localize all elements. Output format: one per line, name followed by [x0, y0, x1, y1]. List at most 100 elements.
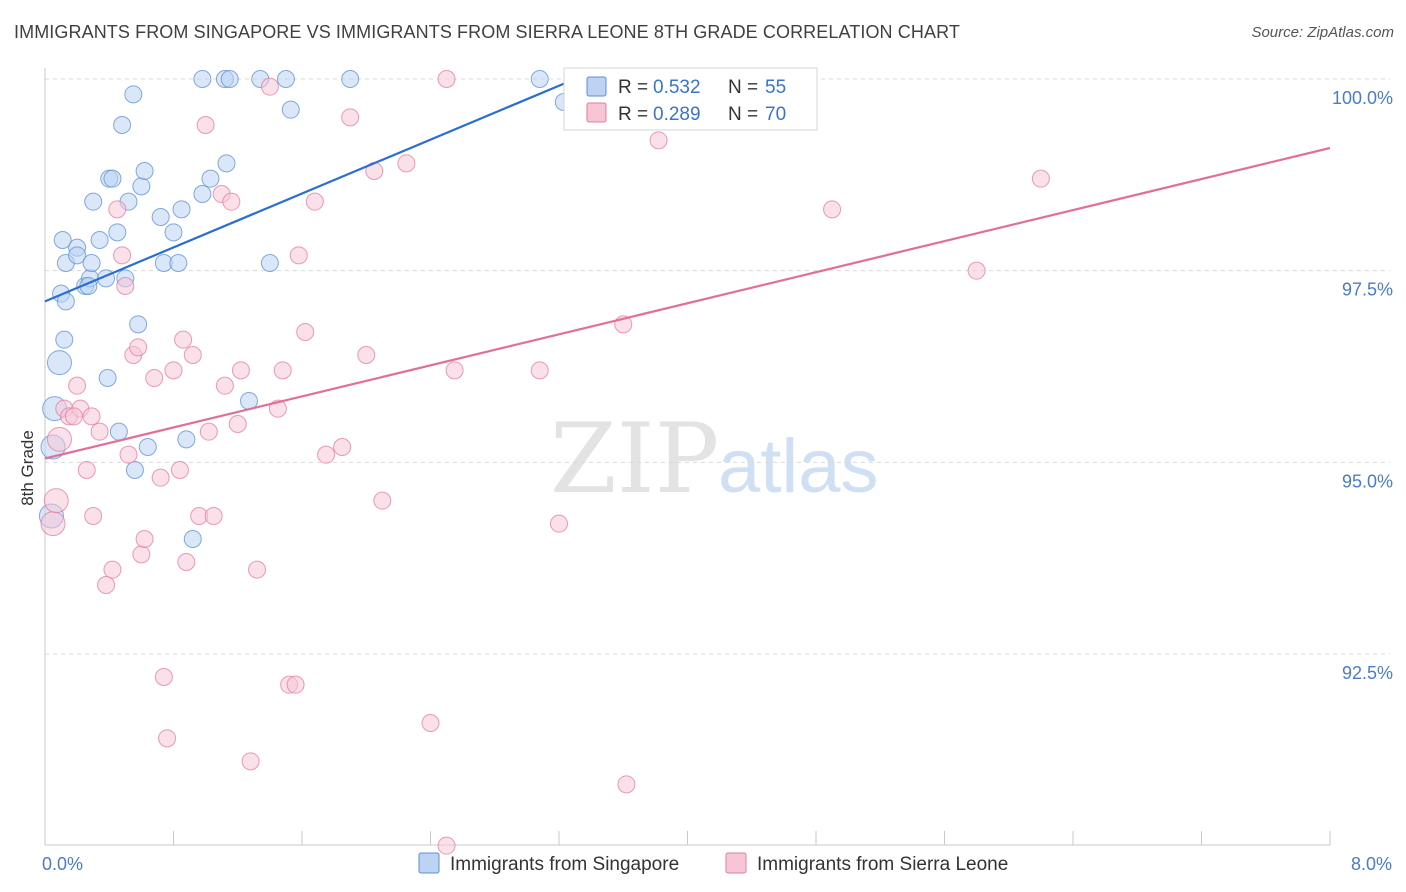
- legend-n-label-sierra-leone: N =: [728, 104, 758, 125]
- singapore-point: [135, 162, 154, 180]
- sierra-leone-point: [46, 426, 72, 452]
- singapore-point: [530, 70, 549, 88]
- sierra-leone-point: [183, 346, 202, 364]
- singapore-point: [276, 70, 295, 88]
- sierra-leone-point: [228, 415, 247, 433]
- data-points: [38, 70, 1050, 855]
- sierra-leone-point: [437, 70, 456, 88]
- sierra-leone-point: [357, 346, 376, 364]
- sierra-leone-point: [132, 545, 151, 564]
- sierra-leone-point: [84, 507, 103, 525]
- sierra-leone-point: [82, 407, 101, 426]
- correlation-legend: R = 0.532 N = 55 R = 0.289 N = 70: [563, 67, 818, 131]
- sierra-leone-point: [113, 246, 132, 265]
- legend-swatch-sierra-leone: [586, 102, 607, 123]
- sierra-leone-point: [170, 461, 189, 479]
- singapore-point: [183, 530, 202, 548]
- sierra-leone-point: [823, 200, 842, 219]
- sierra-leone-point: [90, 422, 109, 441]
- legend-swatch-singapore: [586, 76, 607, 97]
- bottom-legend-swatch-singapore: [418, 852, 440, 874]
- sierra-leone-point: [40, 511, 66, 537]
- sierra-leone-point: [445, 361, 464, 380]
- singapore-point: [177, 430, 196, 449]
- singapore-point: [132, 177, 151, 196]
- singapore-point: [124, 85, 143, 104]
- singapore-point: [113, 116, 132, 134]
- watermark-zip: ZIP: [550, 403, 719, 515]
- sierra-leone-point: [68, 376, 87, 395]
- sierra-leone-point: [145, 369, 164, 387]
- legend-r-value-singapore: 0.532: [653, 77, 701, 98]
- sierra-leone-point: [177, 553, 196, 571]
- sierra-leone-point: [617, 775, 636, 794]
- sierra-leone-point: [215, 376, 234, 395]
- sierra-leone-point: [158, 729, 177, 748]
- y-tick-label: 95.0%: [1342, 471, 1393, 491]
- singapore-point: [109, 422, 128, 441]
- sierra-leone-point: [305, 192, 324, 211]
- singapore-point: [84, 192, 103, 211]
- sierra-leone-point: [164, 361, 183, 380]
- sierra-leone-point: [397, 154, 416, 173]
- sierra-leone-point: [286, 675, 305, 694]
- trend-line-sierra-leone: [44, 146, 1331, 460]
- y-tick-label: 92.5%: [1342, 663, 1393, 683]
- sierra-leone-point: [77, 461, 96, 479]
- singapore-point: [172, 200, 191, 219]
- sierra-leone-point: [421, 714, 440, 732]
- sierra-leone-point: [103, 560, 122, 579]
- singapore-point: [220, 70, 239, 88]
- sierra-leone-point: [231, 361, 250, 380]
- sierra-leone-point: [129, 338, 148, 357]
- sierra-leone-point: [333, 438, 352, 456]
- singapore-point: [103, 169, 122, 188]
- sierra-leone-point: [1031, 169, 1050, 188]
- singapore-point: [260, 254, 279, 272]
- legend-n-value-singapore: 55: [765, 77, 786, 98]
- singapore-point: [164, 223, 183, 242]
- bottom-legend-swatch-sierra-leone: [725, 852, 747, 874]
- legend-n-value-sierra-leone: 70: [765, 104, 786, 125]
- sierra-leone-point: [241, 752, 260, 771]
- sierra-leone-point: [649, 131, 668, 150]
- singapore-point: [169, 254, 188, 272]
- sierra-leone-point: [296, 323, 315, 341]
- singapore-point: [217, 154, 236, 173]
- singapore-point: [68, 246, 87, 265]
- y-tick-label: 100.0%: [1332, 88, 1393, 108]
- singapore-point: [341, 70, 360, 88]
- singapore-point: [281, 100, 300, 119]
- singapore-point: [201, 169, 220, 188]
- sierra-leone-point: [373, 491, 392, 510]
- singapore-point: [108, 223, 127, 242]
- singapore-point: [46, 350, 72, 376]
- y-tick-label: 97.5%: [1342, 280, 1393, 300]
- sierra-leone-point: [530, 361, 549, 380]
- sierra-leone-point: [341, 108, 360, 127]
- sierra-leone-point: [289, 246, 308, 265]
- sierra-leone-point: [196, 116, 215, 134]
- sierra-leone-point: [135, 530, 154, 548]
- series-legend: Immigrants from Singapore Immigrants fro…: [418, 852, 1008, 875]
- singapore-point: [138, 438, 157, 456]
- singapore-point: [90, 231, 109, 249]
- x-tick-label-max: 8.0%: [1351, 854, 1392, 874]
- chart-title: IMMIGRANTS FROM SINGAPORE VS IMMIGRANTS …: [14, 22, 960, 42]
- sierra-leone-point: [199, 422, 218, 441]
- sierra-leone-point: [222, 192, 241, 211]
- singapore-point: [151, 208, 170, 226]
- sierra-leone-point: [64, 407, 83, 426]
- sierra-leone-point: [154, 668, 173, 686]
- watermark-atlas: atlas: [718, 424, 879, 509]
- legend-r-label-sierra-leone: R =: [618, 104, 648, 125]
- trend-line-singapore: [44, 77, 576, 303]
- sierra-leone-point: [273, 361, 292, 380]
- sierra-leone-point: [437, 836, 456, 855]
- sierra-leone-point: [967, 261, 986, 280]
- singapore-point: [193, 70, 212, 88]
- trend-lines: [44, 77, 1331, 460]
- source-label: Source: ZipAtlas.com: [1251, 24, 1394, 41]
- sierra-leone-point: [174, 330, 193, 349]
- x-tick-label-min: 0.0%: [42, 854, 83, 874]
